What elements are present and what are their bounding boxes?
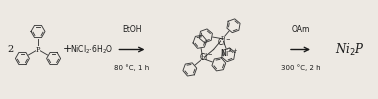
Text: Cl$^-$: Cl$^-$: [217, 36, 231, 47]
Text: 2: 2: [7, 45, 13, 54]
Text: 300 °C, 2 h: 300 °C, 2 h: [281, 64, 320, 71]
Text: P: P: [220, 36, 225, 41]
Text: NiCl$_2$$\cdot$6H$_2$O: NiCl$_2$$\cdot$6H$_2$O: [70, 43, 113, 56]
Text: Ni$^{2+}$: Ni$^{2+}$: [220, 46, 238, 59]
Text: Ni$_2$P: Ni$_2$P: [335, 41, 365, 58]
Text: EtOH: EtOH: [122, 25, 142, 34]
Text: P: P: [201, 56, 205, 61]
Text: 80 °C, 1 h: 80 °C, 1 h: [114, 64, 150, 71]
Text: Cl$^-$: Cl$^-$: [199, 51, 214, 62]
Text: P: P: [36, 46, 40, 53]
Text: +: +: [63, 44, 72, 55]
Text: OAm: OAm: [291, 25, 310, 34]
